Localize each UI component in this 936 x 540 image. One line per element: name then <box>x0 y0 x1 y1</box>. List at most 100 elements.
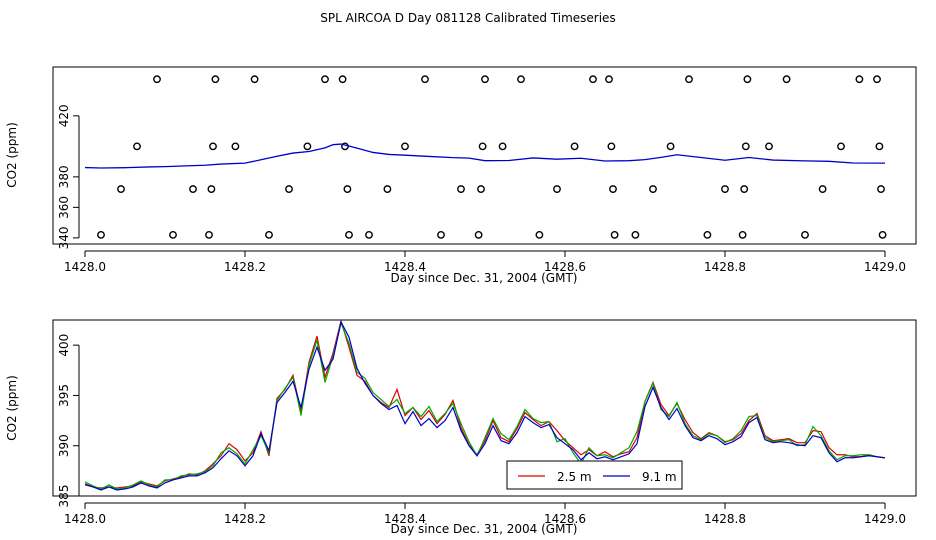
data-point <box>205 230 213 239</box>
x-tick-label: 1428.4 <box>384 260 426 274</box>
data-point <box>741 142 750 151</box>
data-point <box>401 142 409 151</box>
plot-area-top <box>52 66 917 245</box>
data-point <box>365 230 373 239</box>
data-point <box>609 185 617 193</box>
data-point <box>97 230 105 239</box>
y-tick-label: 420 <box>57 104 71 127</box>
data-point <box>169 230 177 239</box>
series-line-1 <box>84 321 886 490</box>
data-point <box>345 230 353 239</box>
data-point <box>801 230 809 239</box>
data-point <box>873 75 881 84</box>
x-axis-top: 1428.0 1428.2 1428.4 1428.6 1428.8 1429.0 <box>64 250 906 274</box>
data-point <box>837 142 845 151</box>
data-point <box>818 185 827 193</box>
legend-label-9-1m: 9.1 m <box>642 470 677 484</box>
data-point <box>285 185 293 193</box>
data-point <box>666 142 675 151</box>
y-tick-label: 400 <box>57 334 71 357</box>
data-point <box>209 142 217 151</box>
y-tick-label: 390 <box>57 434 71 457</box>
y-axis-bottom: 385 390 395 400 <box>57 334 80 507</box>
data-point <box>765 142 773 151</box>
data-point <box>437 230 445 239</box>
x-tick-label: 1429.0 <box>864 512 906 526</box>
legend-label-2-5m: 2.5 m <box>557 470 592 484</box>
x-axis-label-top: Day since Dec. 31, 2004 (GMT) <box>391 271 578 285</box>
x-axis-bottom: 1428.0 1428.2 1428.4 1428.6 1428.8 1429.0 <box>64 502 906 526</box>
co2-line <box>84 143 886 169</box>
data-point <box>338 75 347 84</box>
data-point <box>207 185 216 193</box>
chart-title: SPL AIRCOA D Day 081128 Calibrated Times… <box>320 11 615 25</box>
x-tick-label: 1428.2 <box>224 260 266 274</box>
data-point <box>570 142 579 151</box>
data-point <box>133 142 141 151</box>
y-tick-label: 340 <box>57 226 71 249</box>
data-point <box>474 230 483 239</box>
data-point <box>610 230 619 239</box>
x-tick-label: 1428.8 <box>704 260 746 274</box>
data-point <box>740 185 749 193</box>
data-point <box>605 75 613 84</box>
data-point <box>477 185 485 193</box>
data-point <box>498 142 507 151</box>
data-point <box>743 75 752 84</box>
data-point <box>855 75 864 84</box>
legend-box <box>506 460 683 490</box>
panel-top: 1428.0 1428.2 1428.4 1428.6 1428.8 1429.0 340… <box>5 66 917 285</box>
data-point <box>250 75 259 84</box>
x-tick-label: 1428.0 <box>64 260 106 274</box>
data-point <box>189 185 197 193</box>
data-point <box>231 142 240 151</box>
data-point <box>875 142 884 151</box>
data-point <box>738 230 747 239</box>
data-point <box>517 75 525 84</box>
series-lines <box>84 143 886 169</box>
x-tick-label: 1428.4 <box>384 512 426 526</box>
x-tick-label: 1428.6 <box>544 512 586 526</box>
x-tick-label: 1429.0 <box>864 260 906 274</box>
data-point <box>535 230 544 239</box>
data-point <box>153 75 161 84</box>
data-point <box>457 185 465 193</box>
data-point <box>553 185 561 193</box>
data-point <box>721 185 729 193</box>
y-axis-label-top: CO2 (ppm) <box>5 122 19 188</box>
data-point <box>649 185 657 193</box>
data-point <box>877 185 885 193</box>
x-axis-label-bottom: Day since Dec. 31, 2004 (GMT) <box>391 522 578 536</box>
y-tick-label: 360 <box>57 196 71 219</box>
data-point <box>321 75 329 84</box>
x-tick-label: 1428.2 <box>224 512 266 526</box>
data-point <box>703 230 712 239</box>
data-point <box>117 185 125 193</box>
data-point <box>878 230 887 239</box>
data-point <box>607 142 616 151</box>
x-tick-label: 1428.8 <box>704 512 746 526</box>
data-point <box>685 75 693 84</box>
data-point <box>303 142 312 151</box>
x-tick-label: 1428.0 <box>64 512 106 526</box>
data-point <box>589 75 597 84</box>
scatter-points <box>97 75 887 239</box>
data-point <box>421 75 429 84</box>
legend: 2.5 m 9.1 m <box>506 460 683 490</box>
data-point <box>478 142 487 151</box>
data-point <box>481 75 489 84</box>
panel-bottom: 1428.0 1428.2 1428.4 1428.6 1428.8 1429.0 385… <box>5 318 917 536</box>
data-point <box>383 185 392 193</box>
data-point <box>782 75 791 84</box>
y-axis-top: 340 360 380 420 <box>57 104 80 249</box>
data-point <box>343 185 352 193</box>
y-axis-label-bottom: CO2 (ppm) <box>5 375 19 441</box>
x-tick-label: 1428.6 <box>544 260 586 274</box>
series-line-2 <box>84 320 886 491</box>
y-tick-label: 380 <box>57 165 71 188</box>
series-lines <box>84 318 886 491</box>
data-point <box>211 75 220 84</box>
y-tick-label: 395 <box>57 384 71 407</box>
series-line-0 <box>84 318 886 489</box>
